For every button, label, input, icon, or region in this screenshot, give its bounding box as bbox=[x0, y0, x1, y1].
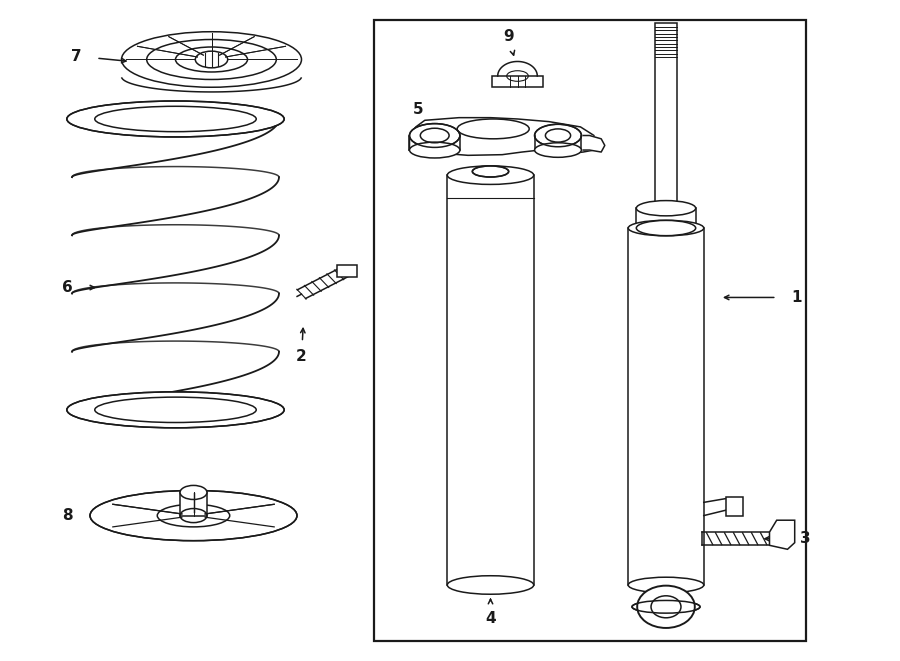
Ellipse shape bbox=[472, 166, 508, 177]
Ellipse shape bbox=[535, 124, 581, 147]
Ellipse shape bbox=[535, 143, 581, 157]
Ellipse shape bbox=[180, 485, 207, 500]
Bar bbox=[636, 208, 696, 228]
Ellipse shape bbox=[67, 101, 284, 137]
Bar bbox=[492, 76, 543, 87]
Text: 8: 8 bbox=[62, 508, 73, 523]
Ellipse shape bbox=[67, 392, 284, 428]
Text: 9: 9 bbox=[503, 29, 514, 44]
Ellipse shape bbox=[628, 220, 704, 236]
Ellipse shape bbox=[628, 577, 704, 593]
Ellipse shape bbox=[632, 600, 700, 613]
Ellipse shape bbox=[410, 142, 460, 158]
Bar bbox=[374, 20, 806, 641]
Ellipse shape bbox=[447, 576, 534, 594]
Bar bbox=[726, 497, 742, 516]
Ellipse shape bbox=[447, 166, 534, 184]
Bar bbox=[180, 492, 207, 516]
Ellipse shape bbox=[637, 586, 695, 628]
Ellipse shape bbox=[90, 490, 297, 541]
Polygon shape bbox=[410, 118, 594, 155]
Bar bbox=[628, 228, 704, 585]
Bar bbox=[337, 265, 356, 277]
Bar bbox=[655, 23, 677, 208]
Text: 5: 5 bbox=[413, 102, 424, 116]
Text: 2: 2 bbox=[296, 350, 307, 364]
Ellipse shape bbox=[636, 200, 696, 216]
Ellipse shape bbox=[410, 124, 460, 147]
Ellipse shape bbox=[636, 220, 696, 236]
Polygon shape bbox=[583, 136, 605, 152]
Bar bbox=[447, 175, 534, 585]
Text: 4: 4 bbox=[485, 611, 496, 625]
Polygon shape bbox=[770, 520, 795, 549]
Text: 6: 6 bbox=[62, 280, 73, 295]
Text: 7: 7 bbox=[71, 49, 82, 63]
Text: 1: 1 bbox=[791, 290, 802, 305]
Text: 3: 3 bbox=[800, 531, 811, 546]
